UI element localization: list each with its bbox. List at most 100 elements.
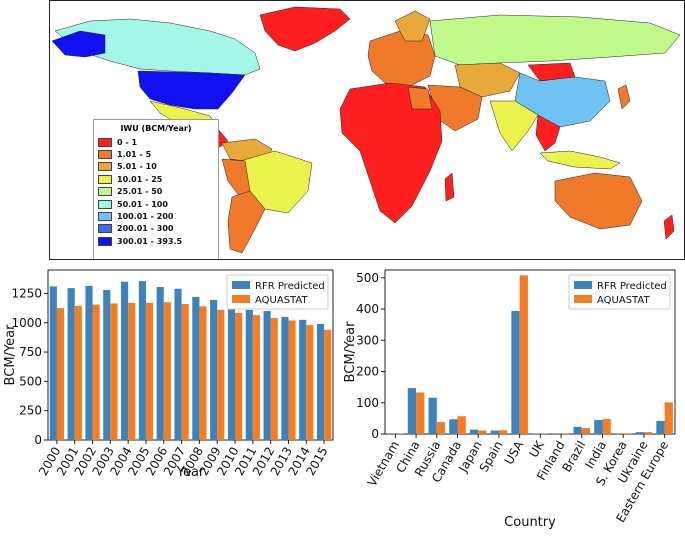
bar-rfr — [121, 281, 129, 440]
y-axis-label: BCM/Year — [3, 324, 18, 386]
region-new-zealand — [663, 214, 675, 240]
bar-aquastat — [457, 416, 466, 434]
bar-aquastat — [163, 302, 171, 440]
legend-label: 1.01 - 5 — [117, 150, 152, 160]
legend-item: 0 - 1 — [98, 136, 214, 148]
legend-label: AQUASTAT — [255, 295, 308, 306]
legend-swatch — [98, 236, 112, 246]
x-tick-label: USA — [502, 438, 527, 467]
y-tick-label: 1250 — [11, 286, 42, 300]
legend-label: AQUASTAT — [597, 295, 650, 306]
region-alaska — [51, 30, 106, 58]
region-india — [489, 100, 539, 152]
legend-label: RFR Predicted — [597, 281, 667, 292]
bar-aquastat — [519, 275, 528, 434]
region-europe — [367, 30, 436, 87]
legend-label: 10.01 - 25 — [117, 174, 163, 184]
y-tick-label: 200 — [356, 365, 379, 379]
map-legend: IWU (BCM/Year) 0 - 1 1.01 - 5 5.01 - 10 10.… — [93, 119, 219, 259]
bar-aquastat — [581, 428, 591, 434]
bar-aquastat — [270, 318, 278, 440]
chart-legend — [568, 274, 671, 310]
chart-year: 0250500750100012502000200120022003200420… — [3, 269, 334, 480]
y-tick-label: 400 — [356, 302, 379, 316]
bar-aquastat — [324, 329, 332, 440]
legend-label: 50.01 - 100 — [117, 199, 168, 209]
bar-rfr — [469, 429, 479, 434]
legend-item: 10.01 - 25 — [98, 173, 214, 185]
legend-swatch — [98, 224, 112, 234]
bar-aquastat — [643, 432, 653, 434]
chart-country: 0100200300400500VietnamChinaRussiaCanada… — [343, 269, 676, 530]
y-tick-label: 500 — [356, 271, 379, 285]
y-tick-label: 1000 — [11, 316, 42, 330]
bar-rfr — [594, 419, 603, 434]
legend-label: 25.01 - 50 — [117, 187, 163, 197]
legend-item: 50.01 - 100 — [98, 198, 214, 210]
bar-rfr — [532, 433, 541, 434]
bar-aquastat — [288, 320, 296, 440]
bar-aquastat — [436, 422, 446, 434]
bar-rfr — [85, 285, 93, 440]
region-japan — [617, 84, 631, 110]
legend-swatch — [98, 187, 112, 197]
bar-aquastat — [395, 433, 404, 434]
y-tick-label: 750 — [19, 345, 42, 359]
bar-rfr — [281, 316, 289, 440]
plot-frame — [47, 269, 334, 441]
bar-rfr — [138, 281, 146, 440]
bar-aquastat — [252, 315, 260, 440]
region-southeast-asia — [535, 114, 561, 152]
legend-swatch — [98, 199, 112, 209]
legend-label: 100.01 - 200 — [117, 212, 174, 222]
legend-label: RFR Predicted — [255, 281, 325, 292]
legend-label: 5.01 - 10 — [117, 162, 157, 172]
x-axis-label: Year — [176, 465, 205, 480]
bar-rfr — [174, 288, 182, 440]
bar-rfr — [156, 287, 164, 440]
bar-rfr — [573, 426, 582, 434]
bar-rfr — [511, 310, 520, 434]
bar-rfr — [299, 319, 307, 440]
legend-title: IWU (BCM/Year) — [120, 124, 192, 133]
legend-item: 5.01 - 10 — [98, 161, 214, 173]
legend-label: 300.01 - 393.5 — [117, 236, 183, 246]
y-tick-label: 500 — [19, 374, 42, 388]
legend-item: 100.01 - 200 — [98, 210, 214, 222]
bar-aquastat — [145, 302, 154, 440]
legend-item: 300.01 - 393.5 — [98, 235, 214, 247]
legend-swatch — [98, 212, 112, 222]
chart-legend — [226, 274, 329, 310]
legend-swatch — [232, 281, 250, 289]
x-axis-label: Country — [504, 515, 556, 530]
bar-aquastat — [498, 430, 508, 434]
legend-swatch — [574, 295, 592, 303]
legend-swatch — [98, 174, 112, 184]
legend-item: 200.01 - 300 — [98, 223, 214, 235]
bar-rfr — [245, 309, 253, 440]
bar-rfr — [656, 420, 665, 434]
bar-rfr — [407, 388, 417, 434]
y-tick-label: 0 — [34, 433, 42, 447]
bar-rfr — [316, 323, 325, 440]
y-tick-label: 300 — [356, 333, 379, 347]
legend-swatch — [574, 281, 592, 289]
y-tick-label: 250 — [19, 404, 42, 418]
bar-rfr — [192, 296, 200, 440]
bar-rfr — [103, 289, 111, 440]
plot-frame — [384, 269, 676, 435]
y-tick-label: 0 — [371, 427, 379, 441]
region-indonesia — [539, 150, 621, 170]
bar-aquastat — [602, 419, 611, 434]
bar-aquastat — [235, 312, 243, 440]
bar-aquastat — [623, 433, 632, 434]
bar-aquastat — [110, 303, 118, 440]
region-canada — [54, 18, 261, 76]
y-tick-label: 100 — [356, 396, 379, 410]
legend-label: 0 - 1 — [117, 137, 138, 147]
bar-rfr — [449, 419, 458, 434]
legend-swatch — [98, 162, 112, 172]
bar-aquastat — [181, 304, 189, 440]
region-russia — [429, 14, 681, 66]
region-usa — [137, 70, 246, 110]
